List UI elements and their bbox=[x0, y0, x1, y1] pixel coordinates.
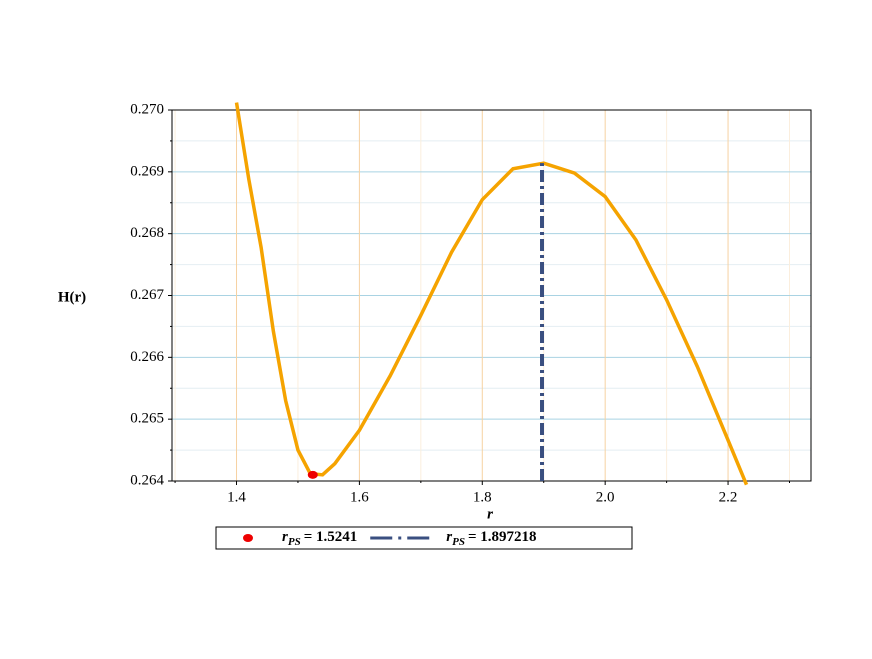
legend-text: = 1.897218 bbox=[468, 529, 537, 545]
legend-text: = 1.5241 bbox=[304, 529, 358, 545]
legend-subscript: PS bbox=[452, 536, 465, 548]
x-tick-label: 2.0 bbox=[596, 489, 615, 505]
legend-symbol-text: r bbox=[446, 529, 452, 545]
curve bbox=[234, 102, 749, 486]
legend-label: rPS = 1.897218 bbox=[446, 529, 536, 547]
y-tick-label: 0.266 bbox=[130, 349, 164, 365]
plot-frame bbox=[171, 109, 812, 482]
legend-symbol-text: r bbox=[282, 529, 288, 545]
x-tick-label: 1.6 bbox=[350, 489, 369, 505]
y-tick-label: 0.264 bbox=[130, 472, 164, 488]
x-axis-label: r bbox=[487, 506, 493, 522]
legend-symbol bbox=[243, 534, 253, 542]
point bbox=[307, 470, 318, 479]
y-tick-label: 0.270 bbox=[130, 101, 164, 117]
y-tick-label: 0.265 bbox=[130, 411, 164, 427]
y-tick-label: 0.268 bbox=[130, 225, 164, 241]
legend-subscript: PS bbox=[288, 536, 301, 548]
x-tick-label: 1.8 bbox=[473, 489, 492, 505]
x-tick-label: 2.2 bbox=[719, 489, 738, 505]
y-axis-label: H(r) bbox=[58, 289, 86, 305]
legend-label: rPS = 1.5241 bbox=[282, 529, 357, 547]
x-tick-label: 1.4 bbox=[227, 489, 246, 505]
y-tick-label: 0.269 bbox=[130, 163, 164, 179]
y-tick-label: 0.267 bbox=[130, 287, 164, 303]
